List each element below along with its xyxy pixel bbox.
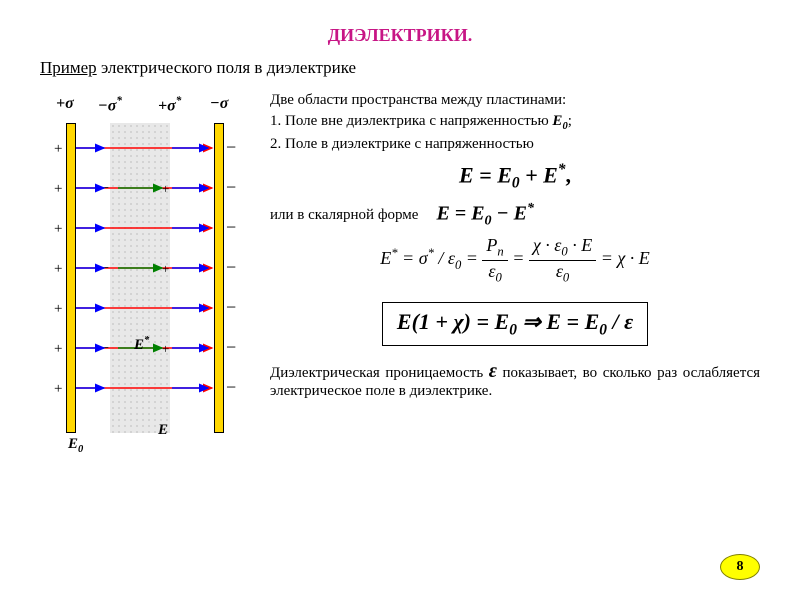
boxed-result: E(1 + χ) = E0 ⇒ E = E0 / ε [382, 302, 648, 346]
sigma-diel-left: −σ* [98, 95, 122, 115]
svg-text:−: − [226, 137, 236, 157]
sigma-left-plate: +σ [56, 95, 74, 113]
svg-text:+: + [162, 261, 169, 276]
title-text: ДИЭЛЕКТРИКИ. [328, 25, 472, 45]
conclusion: Диэлектрическая проницаемость ε показыва… [270, 360, 760, 400]
sigma-diel-right: +σ* [158, 95, 181, 115]
vector-equation: E = E0 + E*, [270, 161, 760, 193]
svg-text:−: − [226, 217, 236, 237]
svg-text:+: + [54, 381, 62, 397]
text-area: Две области пространства между пластинам… [270, 88, 760, 433]
boxed-wrapper: E(1 + χ) = E0 ⇒ E = E0 / ε [270, 292, 760, 356]
svg-text:−: − [226, 257, 236, 277]
svg-text:+: + [54, 301, 62, 317]
sigma-right-plate: −σ [210, 95, 228, 113]
line-1: 1. Поле вне диэлектрика с напряженностью… [270, 113, 760, 132]
page-number: 8 [737, 559, 744, 575]
svg-text:−: − [226, 337, 236, 357]
estar-label: E* [134, 335, 149, 354]
subtitle-rest: электрического поля в диэлектрике [97, 58, 356, 77]
e0-label: E0 [68, 436, 83, 455]
svg-text:+: + [54, 261, 62, 277]
page-title: ДИЭЛЕКТРИКИ. [40, 25, 760, 46]
svg-text:+: + [54, 181, 62, 197]
subtitle: Пример электрического поля в диэлектрике [40, 58, 760, 78]
subtitle-underlined: Пример [40, 58, 97, 77]
svg-text:+: + [54, 341, 62, 357]
derivation: E* = σ* / ε0 = Pnε0 = χ · ε0 · Eε0 = χ ·… [270, 235, 760, 285]
svg-text:−: − [226, 377, 236, 397]
content-row: +σ −σ* +σ* −σ +−+−−++−+−−++−+−−++− E0 E … [40, 88, 760, 433]
svg-text:−: − [226, 177, 236, 197]
svg-text:−: − [226, 297, 236, 317]
diagram-area: +σ −σ* +σ* −σ +−+−−++−+−−++−+−−++− E0 E … [40, 88, 250, 433]
regions-intro: Две области пространства между пластинам… [270, 92, 760, 109]
svg-text:+: + [162, 181, 169, 196]
field-arrows: +−+−−++−+−−++−+−−++− [40, 123, 240, 433]
e-label: E [158, 422, 168, 439]
capacitor-diagram: +σ −σ* +σ* −σ +−+−−++−+−−++−+−−++− E0 E … [40, 123, 240, 433]
scalar-line: или в скалярной форме E = E0 − E* [270, 201, 760, 230]
svg-text:+: + [54, 221, 62, 237]
page-number-badge: 8 [720, 554, 760, 580]
svg-text:+: + [162, 341, 169, 356]
svg-text:+: + [54, 141, 62, 157]
line-2: 2. Поле в диэлектрике с напряженностью [270, 136, 760, 153]
